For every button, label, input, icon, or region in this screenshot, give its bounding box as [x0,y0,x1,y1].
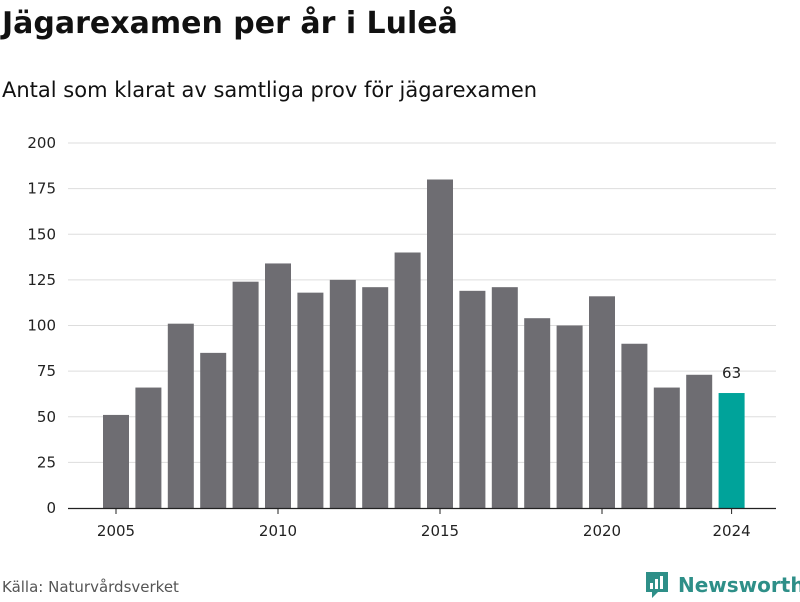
bar-2009 [232,281,259,508]
bar-2014 [394,252,421,508]
x-tick-label: 2015 [421,522,459,540]
bar-2013 [362,287,389,508]
y-tick-label: 100 [27,317,56,335]
y-tick-label: 50 [37,408,56,426]
y-tick-label: 200 [27,134,56,152]
newsworthy-logo-icon [646,572,668,598]
bar-2006 [135,387,162,508]
x-tick-label: 2020 [583,522,621,540]
axes [68,507,776,514]
bar-2015 [427,179,453,508]
brand[interactable]: Newsworthy [644,568,800,602]
bar-2024 [718,393,745,508]
x-tick-label: 2024 [713,522,751,540]
page-subtitle: Antal som klarat av samtliga prov för jä… [2,78,538,102]
y-tick-label: 125 [27,271,56,289]
x-tick-label: 2005 [97,522,135,540]
bar-chart: 0 25 50 75 100 125 150 175 200 63 2005 2010 2015 2020… [27,134,776,540]
bar-2008 [200,352,227,508]
y-tick-label: 175 [27,180,56,198]
y-tick-label: 150 [27,225,56,243]
bar-2005 [103,414,129,508]
bar-2017 [491,287,518,508]
bar-2012 [329,279,356,508]
bar-2011 [297,292,324,508]
source-note: Källa: Naturvårdsverket [2,578,179,596]
y-tick-label: 0 [46,499,56,517]
bar-2016 [459,290,486,508]
bar-2010 [265,263,291,508]
brand-name: Newsworthy [678,573,800,597]
bar-2020 [589,296,615,508]
x-tick-label: 2010 [259,522,297,540]
bar-2018 [524,318,551,508]
bar-2021 [621,343,648,508]
grid-lines [68,142,776,463]
bars [103,179,745,508]
labels: 0 25 50 75 100 125 150 175 200 63 2005 2010 2015 2020… [27,134,750,540]
data-label: 63 [722,364,741,382]
page-title: Jägarexamen per år i Luleå [2,6,458,41]
y-tick-label: 75 [37,362,56,380]
bar-2022 [653,387,680,508]
y-tick-label: 25 [37,453,56,471]
bar-2019 [556,325,583,508]
bar-2007 [167,323,194,508]
bar-2023 [686,374,713,508]
